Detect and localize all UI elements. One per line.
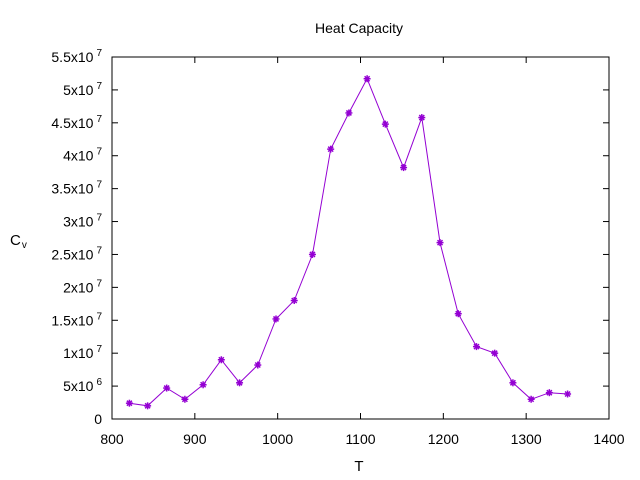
data-point (199, 381, 207, 389)
data-point (254, 361, 262, 369)
x-tick-label: 800 (100, 431, 124, 447)
data-point (144, 402, 152, 410)
plot-frame (111, 56, 610, 420)
y-tick-label-base: 3.5x10 (51, 181, 93, 197)
y-tick-label: 1.5x10 7 (51, 311, 102, 328)
y-tick-label-base: 1.5x10 (51, 312, 93, 328)
y-tick-label-exponent: 7 (96, 344, 102, 355)
y-tick-label-exponent: 7 (96, 48, 102, 59)
data-point (509, 379, 517, 387)
y-tick-label: 0 (94, 411, 102, 427)
y-tick-label-exponent: 7 (96, 213, 102, 224)
data-point (418, 114, 426, 122)
y-tick-label-base: 5.5x10 (51, 49, 93, 65)
y-tick-label: 2.5x10 7 (51, 245, 102, 262)
x-tick-label: 1300 (511, 431, 542, 447)
data-point (290, 297, 298, 305)
x-tick-label: 1200 (428, 431, 459, 447)
chart-title: Heat Capacity (315, 20, 403, 36)
data-point (163, 384, 171, 392)
x-tick-label: 1100 (345, 431, 375, 447)
data-point (545, 389, 553, 397)
y-tick-label-exponent: 6 (96, 377, 102, 388)
y-tick-label-exponent: 7 (96, 278, 102, 289)
series-line (129, 77, 568, 407)
y-tick-label-exponent: 7 (96, 311, 102, 322)
y-tick-label-base: 2x10 (63, 279, 94, 295)
data-point (345, 109, 353, 117)
data-point (491, 349, 499, 357)
data-point (381, 120, 389, 128)
data-point (125, 399, 133, 407)
y-tick-label-base: 5x10 (63, 82, 94, 98)
data-point (363, 75, 371, 83)
series-layer (125, 75, 572, 410)
data-point (217, 356, 225, 364)
data-point (454, 310, 462, 318)
y-tick-label-base: 2.5x10 (51, 246, 93, 262)
y-tick-label-base: 1x10 (63, 345, 94, 361)
y-tick-label: 5.5x10 7 (51, 48, 102, 65)
y-tick-label-base: 3x10 (63, 214, 94, 230)
x-tick-label: 1400 (593, 431, 624, 447)
data-point (564, 390, 572, 398)
y-tick-label-exponent: 7 (96, 245, 102, 256)
data-point (272, 315, 280, 323)
x-tick-label: 900 (183, 431, 207, 447)
y-tick-label: 4.5x10 7 (51, 114, 102, 131)
data-point (400, 164, 408, 172)
y-tick-label: 5x10 6 (63, 377, 102, 394)
data-point (436, 239, 444, 247)
y-tick-label: 2x10 7 (63, 278, 102, 295)
y-tick-label: 1x10 7 (63, 344, 102, 361)
y-tick-label-exponent: 7 (96, 147, 102, 158)
y-tick-label: 4x10 7 (63, 147, 102, 164)
data-point (527, 395, 535, 403)
x-axis-label: T (354, 458, 363, 475)
y-tick-label: 5x10 7 (63, 81, 102, 98)
data-point (327, 145, 335, 153)
y-tick-label-exponent: 7 (96, 81, 102, 92)
y-tick-label-base: 0 (94, 411, 102, 427)
y-tick-label-exponent: 7 (96, 180, 102, 191)
y-axis-label: Cv (10, 232, 27, 251)
y-tick-label: 3.5x10 7 (51, 180, 102, 197)
y-tick-label: 3x10 7 (63, 213, 102, 230)
y-tick-label-base: 5x10 (63, 378, 94, 394)
data-point (236, 379, 244, 387)
y-axis-label-main: C (10, 232, 21, 249)
y-tick-label-exponent: 7 (96, 114, 102, 125)
data-point (308, 250, 316, 258)
y-tick-label-base: 4x10 (63, 148, 94, 164)
y-tick-label-base: 4.5x10 (51, 115, 93, 131)
data-point (472, 343, 480, 351)
x-tick-label: 1000 (262, 431, 293, 447)
data-point (181, 395, 189, 403)
y-axis-label-subscript: v (22, 240, 27, 251)
